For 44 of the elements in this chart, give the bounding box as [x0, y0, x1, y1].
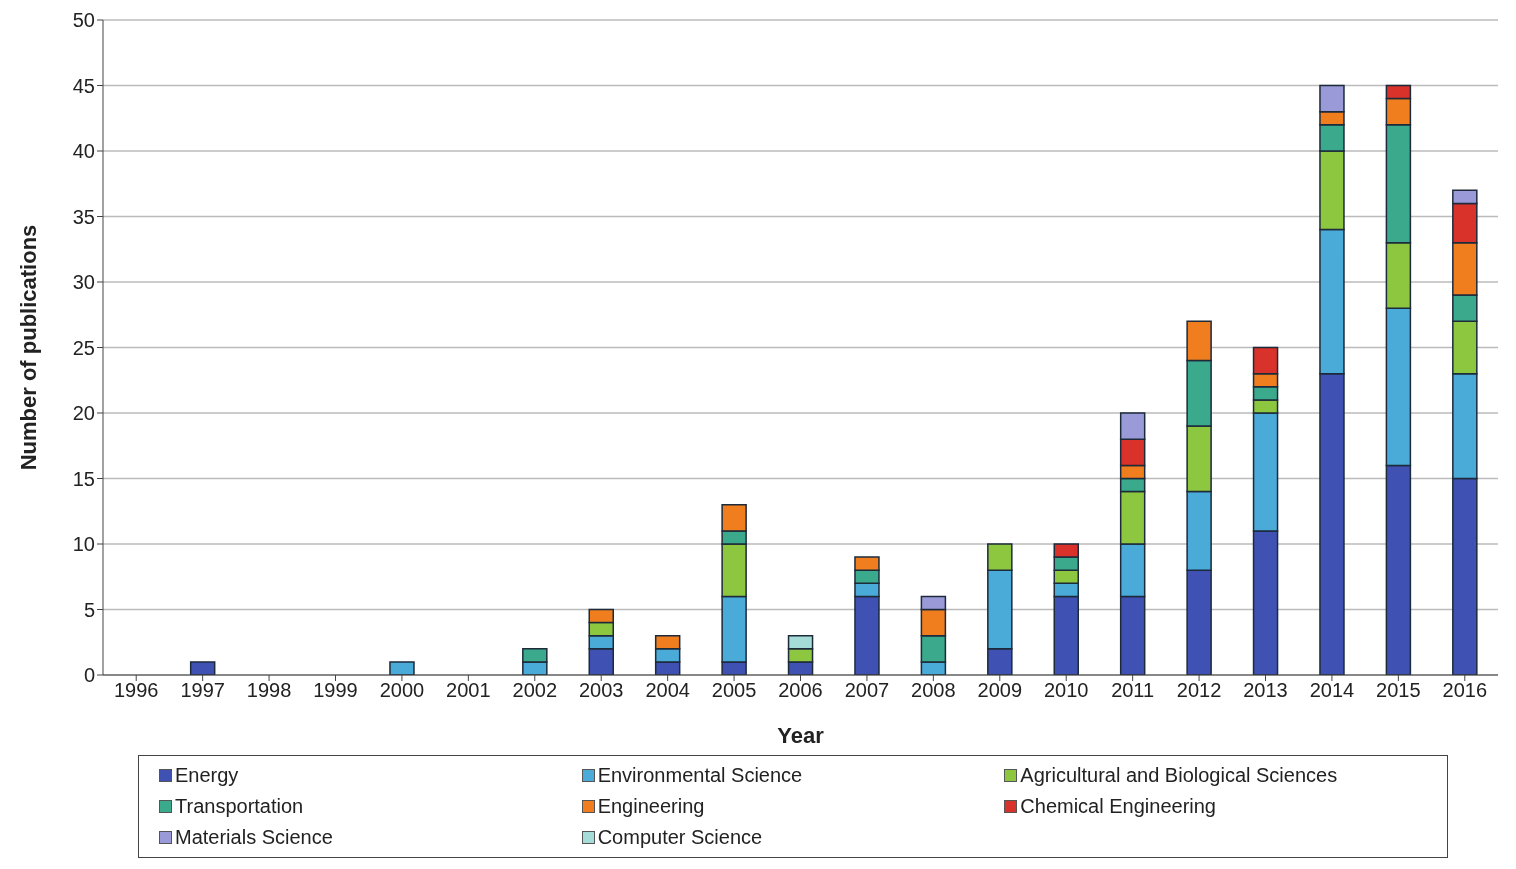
legend-label: Agricultural and Biological Sciences	[1020, 764, 1338, 787]
x-tick-label: 2003	[578, 679, 624, 702]
y-tick-label: 15	[72, 467, 95, 490]
x-tick-label: 2009	[977, 679, 1023, 702]
x-tick-label: 2014	[1309, 679, 1355, 702]
y-tick-label: 35	[72, 205, 95, 228]
y-tick-label: 10	[72, 533, 95, 556]
x-tick-label: 2016	[1442, 679, 1488, 702]
x-axis-title: Year	[777, 723, 825, 748]
legend-label: Computer Science	[597, 826, 763, 849]
legend-label: Environmental Science	[597, 764, 803, 787]
y-tick-label: 5	[83, 598, 95, 621]
x-tick-label: 2010	[1043, 679, 1089, 702]
bar	[389, 661, 415, 675]
x-tick-label: 2007	[844, 679, 890, 702]
x-tick-label: 2015	[1376, 679, 1421, 702]
x-tick-label: 2001	[446, 679, 491, 702]
x-tick-label: 2004	[645, 679, 690, 702]
legend-label: Energy	[175, 764, 239, 787]
y-axis-title: Number of publications	[15, 224, 41, 471]
legend-label: Materials Science	[175, 826, 333, 849]
x-tick-label: 2002	[512, 679, 558, 702]
x-tick-label: 1997	[180, 679, 225, 702]
x-tick-label: 2008	[911, 679, 956, 702]
x-tick-label: 2000	[379, 679, 425, 702]
x-tick-label: 1996	[113, 679, 159, 702]
bar	[189, 661, 216, 675]
y-tick-label: 30	[72, 271, 95, 294]
x-tick-label: 2011	[1111, 679, 1155, 702]
x-tick-label: 2005	[711, 679, 757, 702]
y-tick-label: 50	[72, 9, 95, 32]
legend-label: Engineering	[597, 795, 705, 818]
legend-label: Transportation	[175, 795, 304, 818]
y-tick-label: 45	[72, 74, 95, 97]
x-tick-label: 1998	[246, 679, 292, 702]
y-tick-label: 40	[72, 140, 95, 163]
y-tick-label: 0	[83, 664, 95, 687]
y-tick-label: 25	[72, 336, 95, 359]
y-tick-label: 20	[72, 402, 95, 425]
x-tick-label: 2006	[778, 679, 823, 702]
legend-label: Chemical Engineering	[1020, 795, 1216, 818]
x-tick-label: 1999	[313, 679, 358, 702]
x-tick-label: 2012	[1176, 679, 1222, 702]
x-tick-label: 2013	[1243, 679, 1288, 702]
